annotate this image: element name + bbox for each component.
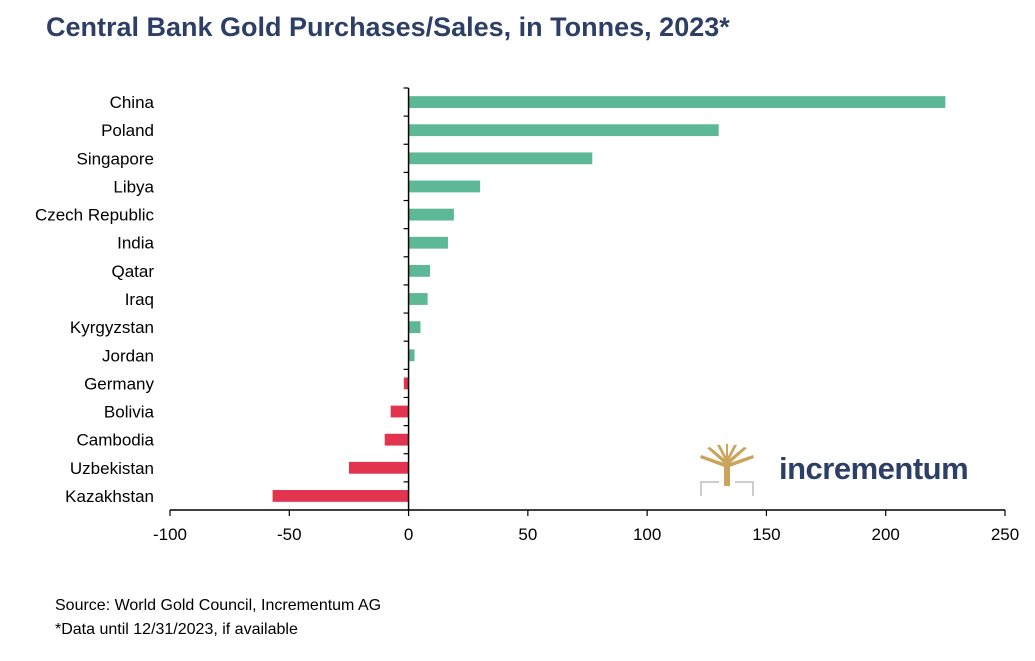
bar-qatar [408, 264, 431, 277]
source-note: Source: World Gold Council, Incrementum … [55, 597, 382, 614]
category-label: Czech Republic [35, 206, 155, 225]
bar-bolivia [390, 405, 409, 418]
bar-cambodia [384, 433, 409, 446]
category-label: Kazakhstan [65, 487, 154, 506]
category-label: Bolivia [104, 403, 155, 422]
bar-libya [408, 180, 481, 193]
category-label: Jordan [102, 346, 154, 365]
x-tick-label: 150 [752, 525, 780, 544]
x-tick-label: 0 [404, 525, 413, 544]
category-label: Cambodia [77, 431, 155, 450]
category-label: Kyrgyzstan [70, 318, 154, 337]
x-tick-label: -50 [277, 525, 302, 544]
data-footnote: *Data until 12/31/2023, if available [55, 621, 298, 638]
x-tick-label: -100 [153, 525, 187, 544]
category-label: Poland [101, 121, 154, 140]
bar-germany [403, 377, 409, 390]
bar-kyrgyzstan [408, 321, 421, 334]
bar-czech-republic [408, 208, 454, 221]
brand-name: incrementum [779, 451, 969, 486]
x-tick-label: 200 [872, 525, 900, 544]
bars-group [272, 96, 946, 502]
bar-india [408, 236, 448, 249]
x-tick-label: 100 [633, 525, 661, 544]
category-labels: China Poland Singapore Libya Czech Republic I… [35, 93, 155, 506]
x-tick-label: 50 [518, 525, 537, 544]
category-label: Iraq [125, 290, 154, 309]
category-label: Singapore [76, 149, 154, 168]
chart-title: Central Bank Gold Purchases/Sales, in To… [46, 12, 730, 42]
bar-kazakhstan [272, 490, 409, 502]
category-label: Libya [113, 177, 154, 196]
category-ticks [403, 87, 409, 483]
bar-china [408, 96, 946, 108]
bar-jordan [408, 349, 415, 362]
tree-logo-icon [697, 444, 757, 501]
x-ticks-group: -100 -50 0 50 100 150 200 250 [153, 510, 1019, 544]
category-label: China [110, 93, 155, 112]
bar-iraq [408, 293, 428, 305]
category-label: Uzbekistan [70, 459, 154, 478]
bar-uzbekistan [348, 461, 409, 474]
category-label: Germany [84, 374, 154, 393]
category-label: India [117, 234, 154, 253]
category-label: Qatar [111, 262, 154, 281]
bar-singapore [408, 152, 593, 165]
x-tick-label: 250 [991, 525, 1019, 544]
bar-poland [408, 124, 719, 137]
